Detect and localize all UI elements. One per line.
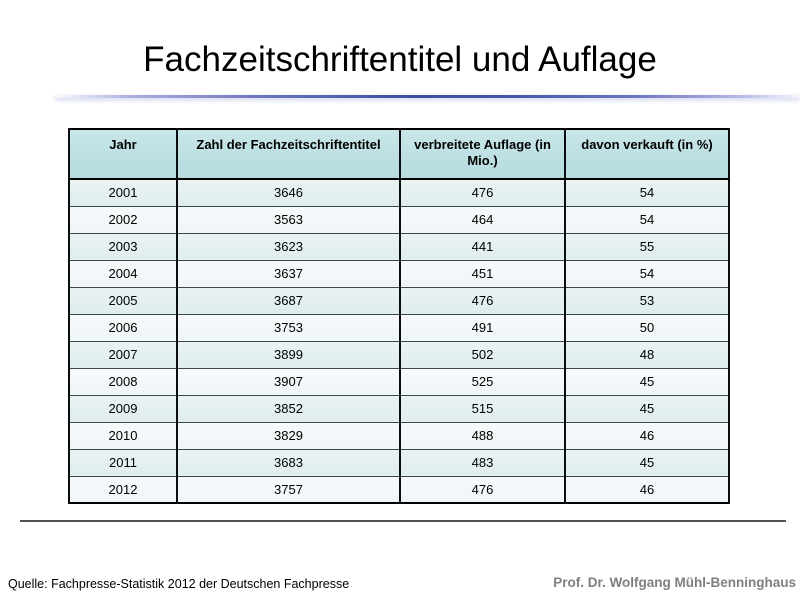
table-cell: 2003 (68, 232, 178, 261)
table-cell: 3907 (176, 367, 401, 396)
table-cell: 50 (564, 313, 730, 342)
table-cell: 54 (564, 259, 730, 288)
table-row: 2007 3899 502 48 (68, 340, 730, 369)
table-row: 2001 3646 476 54 (68, 178, 730, 207)
table-cell: 3623 (176, 232, 401, 261)
table-cell: 45 (564, 448, 730, 477)
table-row: 2005 3687 476 53 (68, 286, 730, 315)
table-cell: 2001 (68, 178, 178, 207)
footer-divider-line (20, 520, 786, 522)
table-cell: 45 (564, 394, 730, 423)
table-row: 2011 3683 483 45 (68, 448, 730, 477)
table-row: 2002 3563 464 54 (68, 205, 730, 234)
table-cell: 464 (399, 205, 566, 234)
table-cell: 2012 (68, 475, 178, 504)
table-cell: 3563 (176, 205, 401, 234)
table-cell: 483 (399, 448, 566, 477)
statistics-table: Jahr Zahl der Fachzeitschriftentitel ver… (68, 128, 730, 504)
table-cell: 2011 (68, 448, 178, 477)
table-cell: 55 (564, 232, 730, 261)
table-cell: 2010 (68, 421, 178, 450)
page-title: Fachzeitschriftentitel und Auflage (143, 40, 657, 79)
table-body: 2001 3646 476 54 2002 3563 464 54 2003 3623 441 55 2… (68, 178, 730, 504)
source-note: Quelle: Fachpresse-Statistik 2012 der De… (8, 577, 350, 591)
table-cell: 3687 (176, 286, 401, 315)
table-cell: 476 (399, 286, 566, 315)
table-cell: 3899 (176, 340, 401, 369)
table-cell: 53 (564, 286, 730, 315)
table-cell: 3646 (176, 178, 401, 207)
table-cell: 2007 (68, 340, 178, 369)
table-cell: 54 (564, 178, 730, 207)
table-row: 2009 3852 515 45 (68, 394, 730, 423)
table-cell: 476 (399, 178, 566, 207)
table-cell: 3757 (176, 475, 401, 504)
column-header-auflage: verbreitete Auflage (in Mio.) (399, 128, 566, 180)
table-cell: 441 (399, 232, 566, 261)
title-underline-accent (55, 95, 800, 98)
table-cell: 2005 (68, 286, 178, 315)
table-row: 2012 3757 476 46 (68, 475, 730, 504)
table-row: 2003 3623 441 55 (68, 232, 730, 261)
table-cell: 3753 (176, 313, 401, 342)
table-row: 2004 3637 451 54 (68, 259, 730, 288)
column-header-jahr: Jahr (68, 128, 178, 180)
table-cell: 3637 (176, 259, 401, 288)
table-cell: 54 (564, 205, 730, 234)
table-cell: 502 (399, 340, 566, 369)
table-cell: 46 (564, 421, 730, 450)
table-cell: 45 (564, 367, 730, 396)
table-cell: 525 (399, 367, 566, 396)
table-row: 2010 3829 488 46 (68, 421, 730, 450)
table-cell: 3829 (176, 421, 401, 450)
column-header-titel: Zahl der Fachzeitschriftentitel (176, 128, 401, 180)
table-cell: 2002 (68, 205, 178, 234)
table-cell: 48 (564, 340, 730, 369)
table-cell: 515 (399, 394, 566, 423)
table-row: 2006 3753 491 50 (68, 313, 730, 342)
table-cell: 46 (564, 475, 730, 504)
table-cell: 2009 (68, 394, 178, 423)
author-credit: Prof. Dr. Wolfgang Mühl-Benninghaus (553, 575, 796, 590)
table-cell: 476 (399, 475, 566, 504)
table-header: Jahr Zahl der Fachzeitschriftentitel ver… (68, 128, 730, 180)
table-header-row: Jahr Zahl der Fachzeitschriftentitel ver… (68, 128, 730, 180)
table-cell: 451 (399, 259, 566, 288)
column-header-verkauft: davon verkauft (in %) (564, 128, 730, 180)
table-cell: 488 (399, 421, 566, 450)
table-cell: 491 (399, 313, 566, 342)
table-row: 2008 3907 525 45 (68, 367, 730, 396)
table-cell: 3852 (176, 394, 401, 423)
table-cell: 2008 (68, 367, 178, 396)
table-cell: 2004 (68, 259, 178, 288)
table-cell: 2006 (68, 313, 178, 342)
table-cell: 3683 (176, 448, 401, 477)
